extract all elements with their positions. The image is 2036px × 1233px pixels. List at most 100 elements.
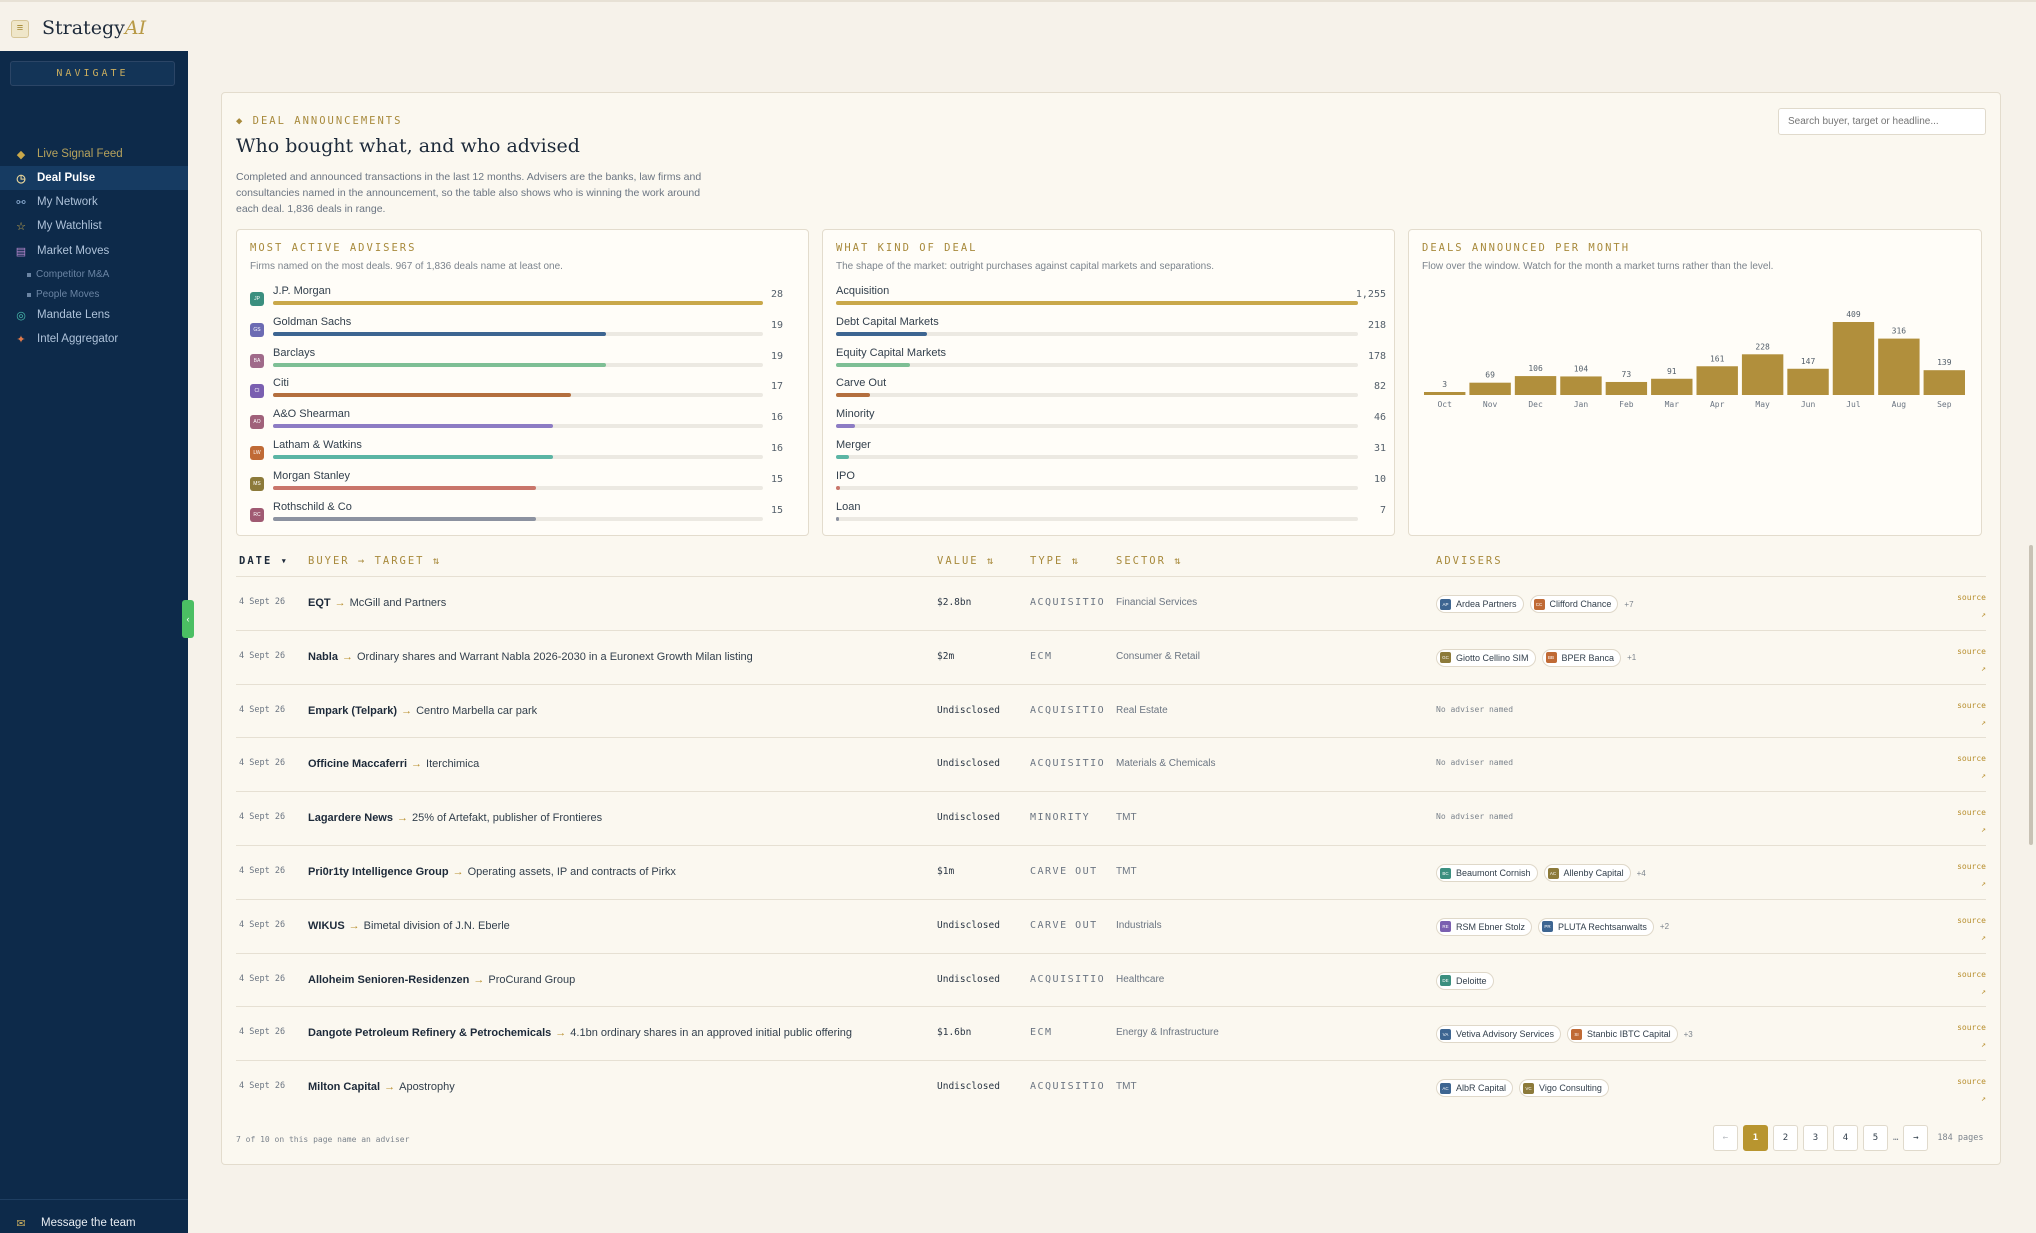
source-link[interactable]: source ↗ — [1948, 697, 1986, 731]
page-button[interactable]: 5 — [1863, 1125, 1888, 1151]
scrollbar[interactable] — [2029, 545, 2033, 845]
deal-parties[interactable]: Nabla → Ordinary shares and Warrant Nabla … — [308, 651, 753, 663]
sidebar-item-my-watchlist[interactable]: ☆ My Watchlist — [0, 214, 188, 238]
deal-parties[interactable]: Lagardere News → 25% of Artefakt, publishe… — [308, 812, 602, 824]
prev-page-button[interactable]: ← — [1713, 1125, 1738, 1151]
sort-date-header[interactable]: DATE ▾ — [239, 555, 289, 567]
page-button[interactable]: 1 — [1743, 1125, 1768, 1151]
deal-parties[interactable]: Dangote Petroleum Refinery & Petrochemic… — [308, 1027, 852, 1039]
nav-icon: ◆ — [16, 148, 26, 161]
app-logo[interactable]: StrategyAI — [42, 17, 146, 39]
bar-track — [836, 516, 1358, 521]
source-link[interactable]: source ↗ — [1948, 643, 1986, 677]
adviser-chip[interactable]: AP Ardea Partners — [1436, 595, 1524, 613]
sort-sector-header[interactable]: SECTOR ⇅ — [1116, 555, 1183, 567]
adviser-chip[interactable]: RE RSM Ebner Stolz — [1436, 917, 1533, 936]
adviser-name: Ardea Partners — [1456, 599, 1517, 609]
sidebar-item-intel-aggregator[interactable]: ✦ Intel Aggregator — [0, 327, 188, 351]
deal-parties[interactable]: Officine Maccaferri → Iterchimica — [308, 758, 479, 770]
page-button[interactable]: 3 — [1803, 1125, 1828, 1151]
deal-parties[interactable]: EQT → McGill and Partners — [308, 597, 446, 609]
sidebar-item-my-network[interactable]: ⚯ My Network — [0, 190, 188, 214]
table-row[interactable]: 4 Sept 26 Empark (Telpark) → Centro Marbell… — [236, 683, 1986, 738]
adviser-chip[interactable]: AC Allenby Capital — [1543, 864, 1631, 882]
deal-sector: Healthcare — [1116, 973, 1165, 985]
source-label: source — [1957, 808, 1986, 818]
more-advisers-count[interactable]: +7 — [1624, 599, 1634, 609]
sidebar-item-deal-pulse[interactable]: ◷ Deal Pulse — [0, 166, 188, 190]
page-button[interactable]: 4 — [1833, 1125, 1858, 1151]
source-link[interactable]: source ↗ — [1948, 589, 1986, 623]
sidebar-item-market-moves[interactable]: ▤ Market Moves — [0, 239, 188, 263]
panel-title: DEALS ANNOUNCED PER MONTH — [1422, 242, 1631, 254]
table-row[interactable]: 4 Sept 26 Alloheim Senioren-Residenzen → Pr… — [236, 952, 1986, 1007]
collapse-sidebar-icon[interactable]: ‹ — [182, 600, 194, 638]
menu-icon[interactable]: ≡ — [11, 20, 29, 38]
bar-row: Merger 31 — [836, 439, 1386, 469]
deal-parties[interactable]: Milton Capital → Apostrophy — [308, 1081, 455, 1093]
source-link[interactable]: source ↗ — [1948, 858, 1986, 892]
month-tick-label: Sep — [1937, 400, 1952, 409]
bar-fill — [273, 331, 606, 336]
more-advisers-count[interactable]: +1 — [1627, 653, 1637, 663]
source-link[interactable]: source ↗ — [1948, 750, 1986, 784]
bar-data-label: 3 — [1442, 380, 1447, 389]
adviser-chip[interactable]: PR PLUTA Rechtsanwalts — [1538, 917, 1654, 936]
adviser-chip[interactable]: SI Stanbic IBTC Capital — [1567, 1025, 1678, 1044]
month-tick-label: Feb — [1619, 400, 1634, 409]
table-row[interactable]: 4 Sept 26 EQT → McGill and Partners $2.8bn AC… — [236, 576, 1986, 630]
sidebar-item-live-signal-feed[interactable]: ◆ Live Signal Feed — [0, 142, 188, 166]
deal-parties[interactable]: WIKUS → Bimetal division of J.N. Eberle — [308, 920, 510, 932]
bar-row: MS Morgan Stanley 15 — [250, 470, 783, 500]
table-row[interactable]: 4 Sept 26 Dangote Petroleum Refinery & Pe… — [236, 1006, 1986, 1060]
table-header: DATE ▾ BUYER → TARGET ⇅ VALUE ⇅ TYPE ⇅ S… — [236, 555, 1986, 575]
mail-icon: ✉ — [16, 1217, 26, 1230]
sidebar-footer-item[interactable]: ✉ Message the team — [0, 1208, 188, 1233]
deal-parties[interactable]: Empark (Telpark) → Centro Marbella car par… — [308, 705, 537, 717]
more-advisers-count[interactable]: +4 — [1636, 868, 1646, 878]
adviser-chip[interactable]: GC Giotto Cellino SIM — [1436, 648, 1536, 667]
source-link[interactable]: source ↗ — [1948, 966, 1986, 1000]
adviser-chip[interactable]: VA Vetiva Advisory Services — [1436, 1025, 1562, 1044]
deal-parties[interactable]: Alloheim Senioren-Residenzen → ProCurand G… — [308, 974, 575, 986]
source-link[interactable]: source ↗ — [1948, 1073, 1986, 1107]
table-row[interactable]: 4 Sept 26 Officine Maccaferri → Iterchimica… — [236, 737, 1986, 791]
adviser-chip[interactable]: CC Clifford Chance — [1529, 595, 1619, 613]
adviser-chip[interactable]: DE Deloitte — [1436, 971, 1494, 990]
sidebar-item-label: My Watchlist — [37, 220, 102, 232]
adviser-chip[interactable]: BC Beaumont Cornish — [1436, 864, 1538, 882]
bar-track — [836, 301, 1358, 305]
more-advisers-count[interactable]: +2 — [1659, 922, 1670, 932]
sidebar-item-mandate-lens[interactable]: ◎ Mandate Lens — [0, 303, 188, 327]
target-name: McGill and Partners — [349, 597, 447, 609]
deal-parties[interactable]: Pri0r1ty Intelligence Group → Operating as… — [308, 866, 676, 878]
bar-data-label: 316 — [1892, 327, 1907, 336]
sort-value-header[interactable]: VALUE ⇅ — [937, 555, 996, 567]
adviser-name: RSM Ebner Stolz — [1456, 921, 1526, 932]
more-advisers-count[interactable]: +3 — [1683, 1029, 1693, 1039]
sort-deal-header[interactable]: BUYER → TARGET ⇅ — [308, 555, 442, 567]
source-link[interactable]: source ↗ — [1948, 912, 1986, 946]
sidebar-subitem[interactable]: People Moves — [26, 289, 100, 300]
next-page-button[interactable]: → — [1903, 1125, 1929, 1151]
table-row[interactable]: 4 Sept 26 Lagardere News → 25% of Artefakt,… — [236, 791, 1986, 845]
buyer-name: Nabla — [308, 650, 338, 663]
adviser-chip[interactable]: VC Vigo Consulting — [1519, 1079, 1609, 1098]
page-button[interactable]: 2 — [1773, 1125, 1798, 1151]
table-row[interactable]: 4 Sept 26 Nabla → Ordinary shares and Warra… — [236, 629, 1986, 684]
bar-track — [836, 362, 1358, 367]
adviser-chip[interactable]: AC AlbR Capital — [1436, 1079, 1514, 1098]
deal-date: 4 Sept 26 — [239, 973, 286, 984]
source-link[interactable]: source ↗ — [1948, 1019, 1986, 1053]
adviser-chip[interactable]: BB BPER Banca — [1541, 648, 1622, 667]
sort-type-header[interactable]: TYPE ⇅ — [1030, 555, 1080, 567]
table-row[interactable]: 4 Sept 26 Pri0r1ty Intelligence Group → Ope… — [236, 845, 1986, 899]
table-row[interactable]: 4 Sept 26 Milton Capital → Apostrophy Undisc… — [236, 1060, 1986, 1114]
table-row[interactable]: 4 Sept 26 WIKUS → Bimetal division of J.N. … — [236, 898, 1986, 953]
deal-value: $1.6bn — [937, 1027, 972, 1039]
nav-icon: ▤ — [15, 245, 27, 258]
sidebar-subitem[interactable]: Competitor M&A — [26, 269, 110, 280]
search-input[interactable] — [1778, 108, 1986, 135]
source-link[interactable]: source ↗ — [1948, 804, 1986, 838]
external-link-icon: ↗ — [1981, 610, 1986, 619]
